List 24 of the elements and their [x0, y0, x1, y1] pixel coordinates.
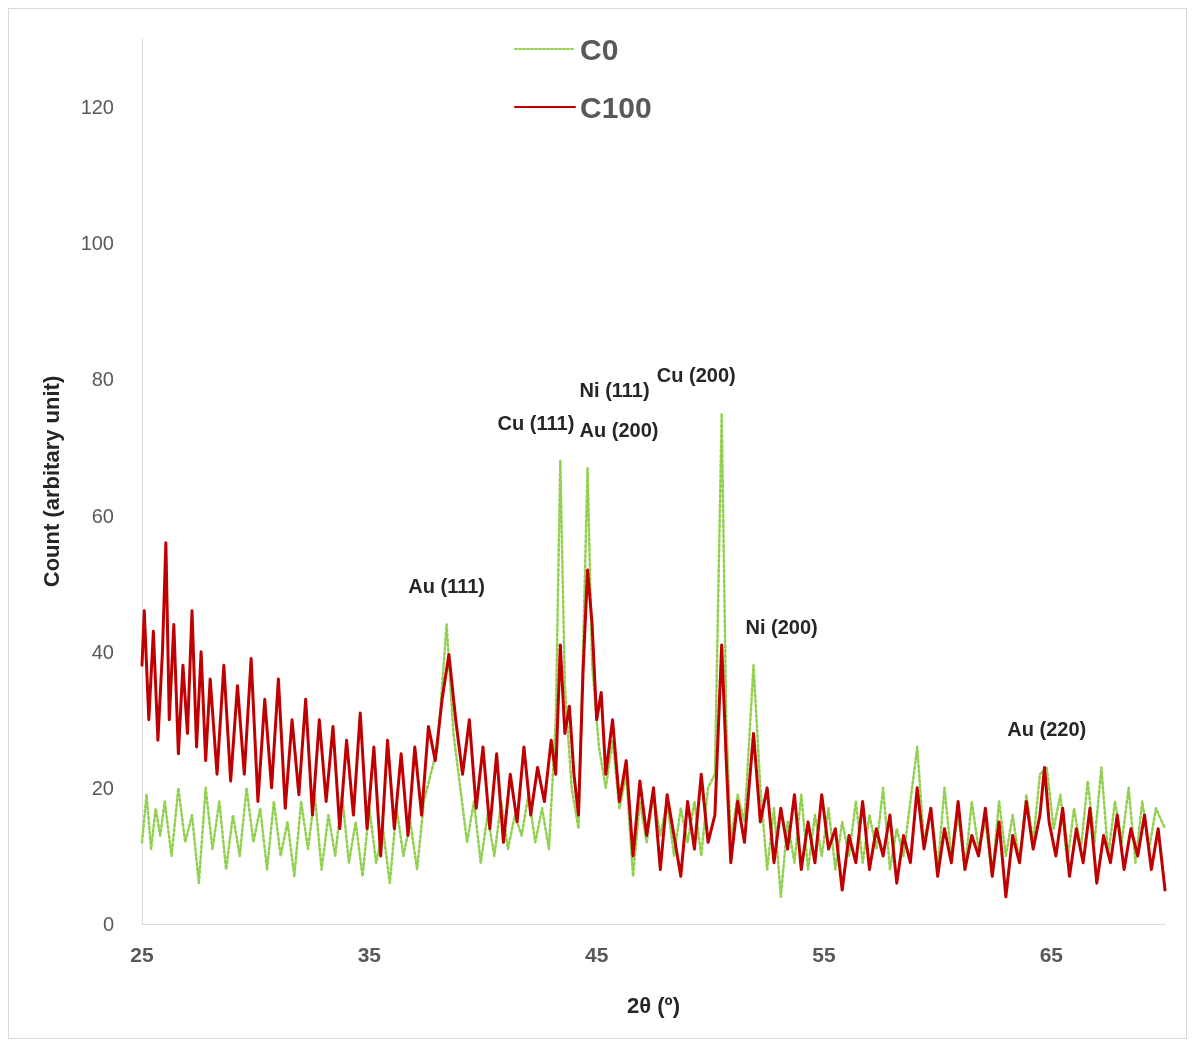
y-tick-label: 80: [91, 368, 114, 391]
legend-label: C100: [580, 90, 652, 124]
y-tick-label: 0: [102, 913, 114, 935]
y-tick-label: 100: [80, 232, 114, 255]
annotation: Cu (200): [656, 364, 736, 387]
line-series: [140, 541, 1167, 899]
y-tick-label: 40: [91, 640, 114, 663]
x-tick-label: 45: [584, 943, 609, 966]
annotation: Cu (111): [497, 412, 575, 435]
x-tick-label: 25: [130, 943, 154, 966]
y-tick-label: 60: [91, 504, 114, 527]
y-axis-title: Count (arbitary unit): [38, 375, 64, 588]
annotation: Au (220): [1007, 718, 1087, 741]
x-tick-label: 65: [1039, 943, 1064, 966]
annotation: Au (111): [408, 575, 485, 598]
y-tick-label: 20: [91, 776, 114, 799]
y-tick-label: 120: [80, 96, 114, 119]
annotation: Ni (200): [745, 616, 818, 639]
x-axis-title: 2θ (º): [627, 992, 680, 1018]
annotation: Ni (111) Au (200): [579, 378, 659, 441]
legend-label: C0: [580, 32, 619, 66]
x-tick-label: 55: [812, 943, 836, 966]
x-tick-label: 35: [357, 943, 382, 966]
line-series: [140, 412, 1167, 899]
